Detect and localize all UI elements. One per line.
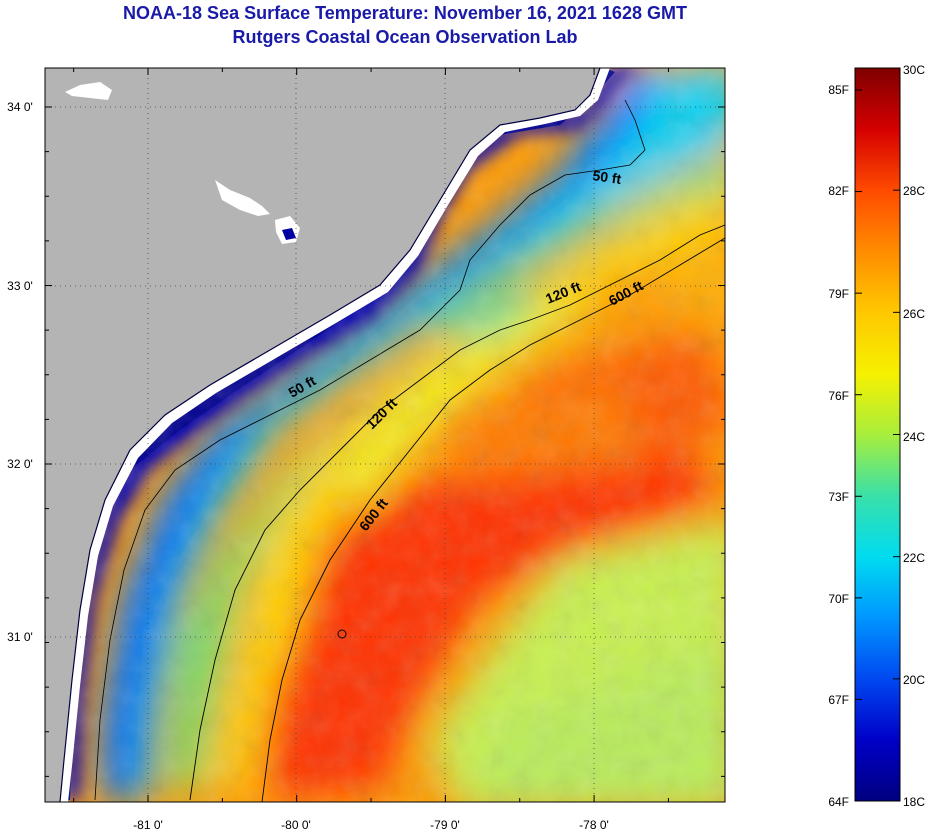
colorbar-f-label: 76F (828, 389, 849, 403)
graticule (45, 68, 725, 802)
colorbar-f-label: 73F (828, 490, 849, 504)
land-mass (45, 68, 600, 802)
colorbar-c-label: 30C (903, 63, 925, 77)
colorbar-c-label: 28C (903, 184, 925, 198)
lat-tick-label: 33 0' (7, 279, 33, 293)
lon-tick-label: -80 0' (281, 818, 311, 832)
map-area (45, 68, 725, 802)
map-title: NOAA-18 Sea Surface Temperature: Novembe… (123, 3, 687, 23)
lon-tick-label: -78 0' (579, 818, 609, 832)
colorbar-f-label: 79F (828, 287, 849, 301)
colorbar-f-label: 67F (828, 693, 849, 707)
lon-tick-label: -79 0' (430, 818, 460, 832)
colorbar-fahrenheit-labels: 85F 82F 79F 76F 73F 70F 67F 64F (828, 83, 849, 809)
contour-50ft (94, 99, 646, 801)
lon-axis: -81 0' -80 0' -79 0' -78 0' (133, 818, 609, 832)
contour-label: 50 ft (592, 167, 623, 187)
colorbar-c-label: 24C (903, 430, 925, 444)
lat-tick-label: 32 0' (7, 457, 33, 471)
coastline (59, 68, 601, 802)
colorbar-f-label: 85F (828, 83, 849, 97)
colorbar-ticks (855, 67, 900, 802)
lat-tick-label: 31 0' (7, 630, 33, 644)
colorbar-f-label: 70F (828, 592, 849, 606)
lat-axis: 34 0' 33 0' 32 0' 31 0' (7, 100, 33, 644)
axis-ticks (45, 68, 725, 802)
map-frame (44, 67, 726, 803)
colorbar-c-label: 20C (903, 673, 925, 687)
lon-tick-label: -81 0' (133, 818, 163, 832)
colorbar-c-label: 22C (903, 551, 925, 565)
contour-600ft (261, 237, 725, 802)
colorbar (854, 67, 901, 802)
colorbar-c-label: 18C (903, 795, 925, 809)
colorbar-f-label: 82F (828, 184, 849, 198)
colorbar-f-label: 64F (828, 795, 849, 809)
map-subtitle: Rutgers Coastal Ocean Observation Lab (232, 27, 578, 47)
colorbar-celsius-labels: 30C 28C 26C 24C 22C 20C 18C (903, 63, 925, 809)
contour-120ft (189, 224, 725, 801)
lat-tick-label: 34 0' (7, 100, 33, 114)
colorbar-c-label: 26C (903, 307, 925, 321)
